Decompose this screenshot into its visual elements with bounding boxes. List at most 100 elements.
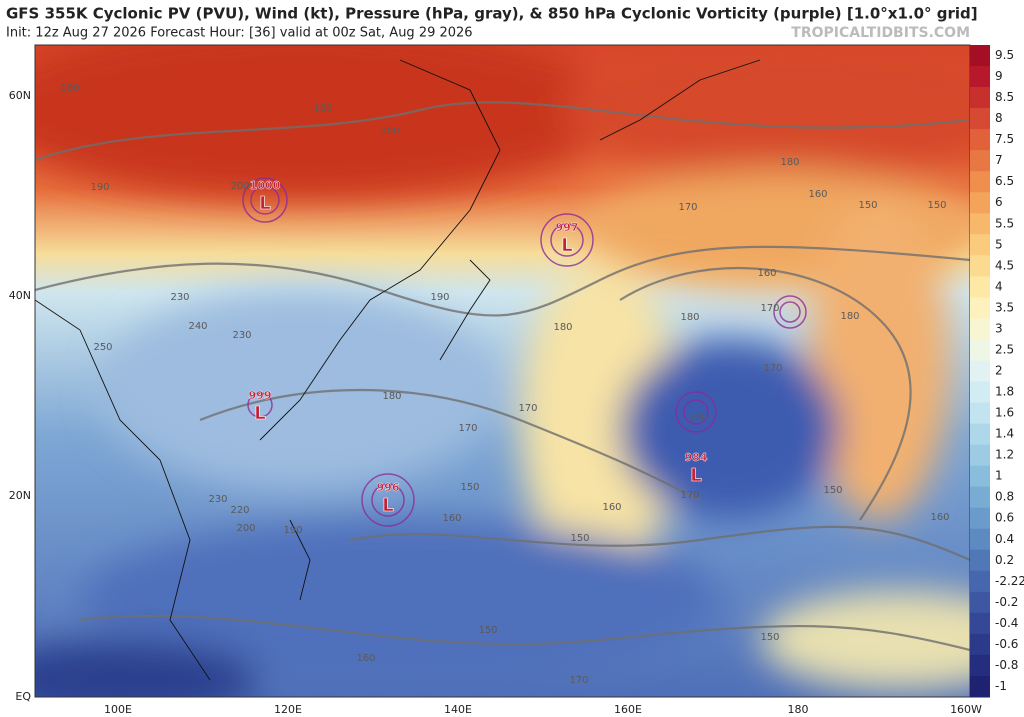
low-pressure: 996 [377,481,400,494]
low-pressure: 999 [249,389,272,402]
colorbar-cell [970,129,990,151]
colorbar-label: 3 [995,321,1003,335]
contour-label: 170 [569,675,588,686]
map-field [35,45,970,697]
colorbar-label: 1 [995,469,1003,483]
colorbar-cell [970,486,990,509]
title: GFS 355K Cyclonic PV (PVU), Wind (kt), P… [6,5,978,23]
contour-label: 190 [430,292,449,303]
colorbar-cell [970,297,990,319]
low-pressure: 1000 [250,179,281,192]
lon-label: 120E [274,703,302,716]
colorbar-label: 6.5 [995,174,1014,188]
colorbar-label: 1.2 [995,448,1014,462]
colorbar-cell [970,549,990,572]
colorbar-label: 0.4 [995,532,1014,546]
lon-label: 160E [614,703,642,716]
low-symbol: L [690,465,701,486]
colorbar-cell [970,87,990,109]
colorbar-label: -0.4 [995,616,1018,630]
contour-label: 170 [678,202,697,213]
contour-label: 170 [763,363,782,374]
lon-label: 140E [444,703,472,716]
colorbar-label: 0.8 [995,490,1014,504]
contour-label: 180 [553,322,572,333]
colorbar-cell [970,234,990,256]
contour-label: 160 [757,268,776,279]
contour-label: 150 [927,200,946,211]
colorbar-label: -1 [995,679,1007,693]
colorbar-label: 0.6 [995,511,1014,525]
contour-label: 200 [688,412,707,423]
contour-label: 160 [930,512,949,523]
contour-label: 250 [93,342,112,353]
contour-label: 200 [380,126,399,137]
contour-label: 190 [60,83,79,94]
contour-label: 220 [230,505,249,516]
colorbar-cell [970,213,990,235]
lon-label: 180 [788,703,809,716]
contour-label: 180 [680,312,699,323]
contour-label: 160 [602,502,621,513]
colorbar-cell [970,570,990,593]
colorbar-label: 0.2 [995,553,1014,567]
contour-label: 180 [780,157,799,168]
colorbar-label: -0.6 [995,637,1018,651]
contour-label: 170 [518,403,537,414]
colorbar-label: 8 [995,111,1003,125]
colorbar-label: 4 [995,279,1003,293]
contour-label: 170 [680,490,699,501]
colorbar-cell [970,339,990,361]
contour-label: 150 [823,485,842,496]
colorbar-label: -0.2 [995,595,1018,609]
colorbar-label: 9.5 [995,48,1014,62]
contour-label: 180 [840,311,859,322]
colorbar-label: -2.22 [995,574,1024,588]
lat-label: 20N [9,489,31,502]
contour-label: 190 [90,182,109,193]
low-symbol: L [254,403,265,424]
colorbar-cell [970,507,990,530]
colorbar-cell [970,654,990,677]
colorbar-label: 7 [995,153,1003,167]
colorbar-label: 2 [995,364,1003,378]
contour-label: 150 [478,625,497,636]
contour-label: 160 [442,513,461,524]
colorbar-cell [970,591,990,614]
colorbar-label: 6 [995,195,1003,209]
colorbar-cell [970,612,990,635]
colorbar: 9.5 9 8.5 8 7.5 7 6.5 6 5.5 5 4.5 4 3.5 3 2.5 2 1.8 1.6 1.… [970,45,1024,698]
contour-label: 200 [236,523,255,534]
contour-label: 160 [356,653,375,664]
contour-label: 190 [283,525,302,536]
contour-label: 180 [313,103,332,114]
watermark: TROPICALTIDBITS.COM [791,25,970,41]
colorbar-cell [970,381,990,404]
colorbar-label: 5.5 [995,216,1014,230]
colorbar-cell [970,528,990,551]
colorbar-label: 8.5 [995,90,1014,104]
contour-label: 230 [170,292,189,303]
contour-label: 150 [760,632,779,643]
low-symbol: L [259,193,270,214]
colorbar-cell [970,318,990,340]
colorbar-cell [970,360,990,383]
contour-label: 170 [458,423,477,434]
contour-label: 230 [232,330,251,341]
contour-label: 200 [230,181,249,192]
colorbar-label: 9 [995,69,1003,83]
colorbar-label: 3.5 [995,300,1014,314]
low-symbol: L [382,495,393,516]
lat-label: 40N [9,289,31,302]
colorbar-cell [970,402,990,425]
subtitle: Init: 12z Aug 27 2026 Forecast Hour: [36… [6,26,473,41]
colorbar-label: 7.5 [995,132,1014,146]
colorbar-cell [970,255,990,277]
contour-label: 170 [760,303,779,314]
colorbar-label: 4.5 [995,258,1014,272]
colorbar-cell [970,150,990,172]
colorbar-label: 1.4 [995,427,1014,441]
contour-label: 240 [188,321,207,332]
colorbar-cell [970,66,990,88]
colorbar-cell [970,675,990,698]
